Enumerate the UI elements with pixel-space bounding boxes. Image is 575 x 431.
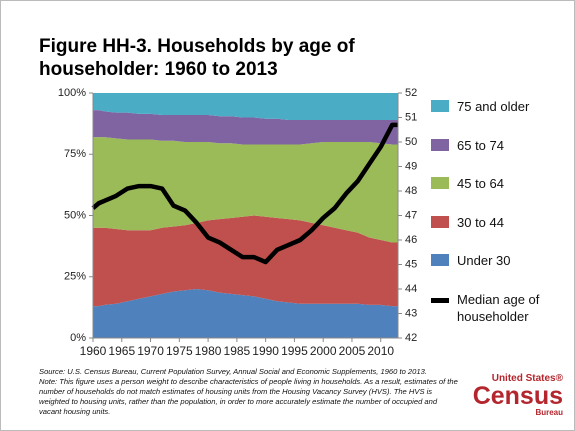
logo: United States® Census Bureau bbox=[467, 373, 563, 417]
source: Source: U.S. Census Bureau, Current Popu… bbox=[39, 367, 427, 376]
x-tick-label: 2010 bbox=[367, 344, 394, 358]
y-tick-label: 50% bbox=[64, 209, 86, 221]
x-tick-label: 1985 bbox=[224, 344, 251, 358]
legend-item: 75 and older bbox=[431, 98, 567, 115]
x-tick-label: 1965 bbox=[108, 344, 135, 358]
logo-main: Census bbox=[472, 382, 563, 410]
y2-tick-label: 42 bbox=[405, 332, 417, 344]
area bbox=[93, 137, 398, 243]
y2-tick-label: 48 bbox=[405, 185, 417, 197]
y2-tick-label: 52 bbox=[405, 87, 417, 99]
legend-swatch bbox=[431, 297, 449, 303]
y2-tick-label: 46 bbox=[405, 234, 417, 246]
legend-item: 30 to 44 bbox=[431, 214, 567, 231]
x-tick-label: 1990 bbox=[252, 344, 279, 358]
legend-swatch bbox=[431, 138, 449, 151]
y-tick-label: 25% bbox=[64, 271, 86, 283]
y2-tick-label: 51 bbox=[405, 111, 417, 123]
x-tick-label: 1995 bbox=[281, 344, 308, 358]
legend-item: 45 to 64 bbox=[431, 175, 567, 192]
y-tick-label: 0% bbox=[70, 332, 86, 344]
legend-label: 30 to 44 bbox=[457, 214, 504, 230]
legend-label: Median age of householder bbox=[457, 291, 540, 324]
area bbox=[93, 110, 398, 145]
y2-tick-label: 50 bbox=[405, 136, 417, 148]
legend-label: 75 and older bbox=[457, 99, 530, 114]
area bbox=[93, 289, 398, 338]
area bbox=[93, 215, 398, 307]
legend-item: 65 to 74 bbox=[431, 137, 567, 154]
x-tick-label: 1970 bbox=[137, 344, 164, 358]
x-tick-label: 1980 bbox=[195, 344, 222, 358]
x-tick-label: 2000 bbox=[310, 344, 337, 358]
y2-tick-label: 44 bbox=[405, 283, 417, 295]
x-tick-label: 1975 bbox=[166, 344, 193, 358]
logo-top: United States® bbox=[491, 373, 563, 384]
area bbox=[93, 93, 398, 120]
note: Note: This figure uses a person weight t… bbox=[39, 377, 458, 416]
x-tick-label: 2005 bbox=[339, 344, 366, 358]
legend-swatch bbox=[431, 254, 449, 266]
y2-tick-label: 45 bbox=[405, 258, 417, 270]
y-tick-label: 75% bbox=[64, 148, 86, 160]
y2-tick-label: 49 bbox=[405, 160, 417, 172]
chart-title: Figure HH-3. Households by age of househ… bbox=[39, 36, 355, 80]
y2-tick-label: 43 bbox=[405, 307, 417, 319]
legend-swatch bbox=[431, 177, 449, 189]
legend-label: 65 to 74 bbox=[457, 137, 504, 153]
y-tick-label: 100% bbox=[58, 87, 86, 99]
legend-swatch bbox=[431, 215, 449, 228]
legend-label: 45 to 64 bbox=[457, 176, 504, 191]
x-tick-label: 1960 bbox=[80, 344, 107, 358]
median-line bbox=[91, 122, 398, 265]
logo-bottom: Bureau bbox=[535, 408, 563, 417]
legend-item: Under 30 bbox=[431, 252, 567, 269]
legend-swatch bbox=[431, 100, 449, 112]
y2-tick-label: 47 bbox=[405, 209, 417, 221]
notes: Source: U.S. Census Bureau, Current Popu… bbox=[39, 367, 459, 417]
legend-item: Median age of householder bbox=[431, 291, 567, 325]
legend-label: Under 30 bbox=[457, 253, 511, 268]
